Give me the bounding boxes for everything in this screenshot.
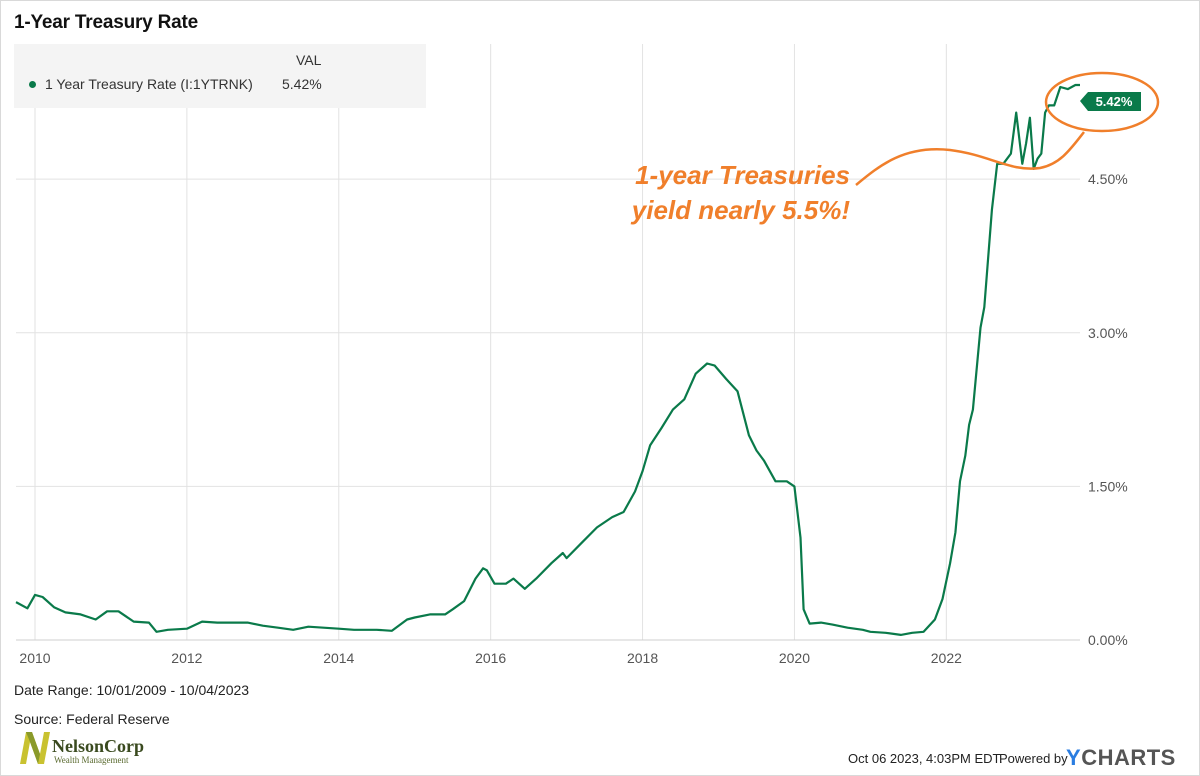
grid-lines: [16, 44, 1080, 641]
powered-by-label: Powered by: [999, 751, 1068, 766]
y-tick-label: 1.50%: [1088, 478, 1128, 494]
annotation-line-2: yield nearly 5.5%!: [631, 195, 850, 225]
annotation-line-1: 1-year Treasuries: [635, 160, 850, 190]
ycharts-logo-text: CHARTS: [1081, 745, 1176, 770]
source-label: Source: Federal Reserve: [14, 711, 170, 727]
legend-series-name: 1 Year Treasury Rate (I:1YTRNK): [45, 76, 253, 92]
series-line: [15, 83, 1080, 636]
legend-box: VAL 1 Year Treasury Rate (I:1YTRNK) 5.42…: [14, 44, 426, 108]
annotation-circle: [1044, 71, 1160, 133]
annotation-text: 1-year Treasuries yield nearly 5.5%!: [560, 158, 850, 228]
x-tick-label: 2014: [323, 650, 354, 666]
y-tick-label: 0.00%: [1088, 632, 1128, 648]
legend-series-value: 5.42%: [282, 76, 322, 92]
legend-dot-icon: [29, 81, 36, 88]
x-tick-label: 2016: [475, 650, 506, 666]
timestamp: Oct 06 2023, 4:03PM EDT.: [848, 751, 1003, 766]
y-axis-ticks: 0.00% 1.50% 3.00% 4.50%: [1088, 171, 1128, 648]
nelsoncorp-logo: NelsonCorp Wealth Management: [14, 730, 154, 770]
chart-title: 1-Year Treasury Rate: [14, 12, 199, 33]
logo-name: NelsonCorp: [52, 736, 145, 756]
x-axis-ticks: 2010 2012 2014 2016 2018 2020 2022: [19, 650, 962, 666]
logo-subtitle: Wealth Management: [54, 755, 129, 765]
x-tick-label: 2022: [931, 650, 962, 666]
legend-header: VAL: [296, 52, 322, 68]
x-tick-label: 2012: [171, 650, 202, 666]
x-tick-label: 2020: [779, 650, 810, 666]
date-range: Date Range: 10/01/2009 - 10/04/2023: [14, 682, 250, 698]
y-tick-label: 4.50%: [1088, 171, 1128, 187]
y-tick-label: 3.00%: [1088, 325, 1128, 341]
x-tick-label: 2018: [627, 650, 658, 666]
last-value-label: 5.42%: [1096, 94, 1133, 109]
ycharts-logo[interactable]: YCHARTS: [1066, 745, 1176, 771]
ycharts-logo-y: Y: [1066, 745, 1082, 770]
x-tick-label: 2010: [19, 650, 50, 666]
annotation-arrow: [855, 131, 1085, 186]
nelsoncorp-logo-icon: [20, 732, 50, 764]
last-value-tag: 5.42%: [1080, 92, 1141, 111]
